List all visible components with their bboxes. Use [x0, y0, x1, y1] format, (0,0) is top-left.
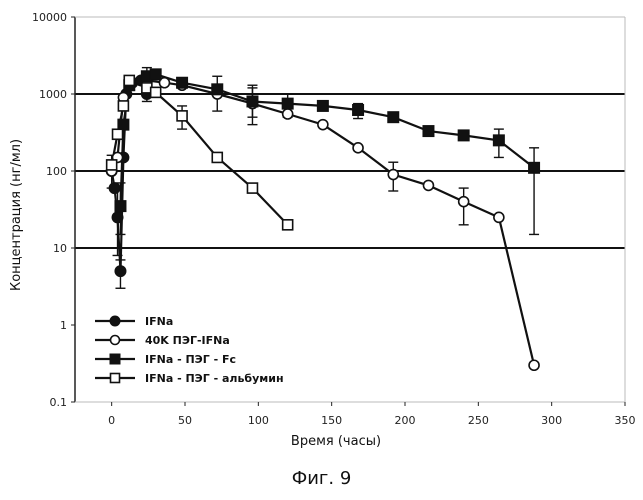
data-point — [423, 180, 433, 190]
legend-label: IFNa - ПЭГ - альбумин — [145, 372, 284, 385]
x-axis-ticks: 0 50 100 150 200 250 300 350 — [108, 402, 635, 427]
data-point — [212, 84, 223, 95]
data-point — [113, 129, 123, 139]
data-point — [283, 220, 293, 230]
data-point — [388, 112, 399, 123]
data-point — [458, 130, 469, 141]
gridlines — [75, 94, 625, 248]
data-point — [110, 316, 120, 326]
x-tick-label: 100 — [248, 414, 269, 427]
data-point — [212, 152, 222, 162]
data-point — [112, 212, 123, 223]
data-point — [494, 212, 504, 222]
y-tick-label: 100 — [46, 165, 67, 178]
data-point — [177, 111, 187, 121]
data-point — [151, 87, 161, 97]
data-point — [423, 126, 434, 137]
x-axis-label: Время (часы) — [291, 434, 381, 449]
data-point — [282, 98, 293, 109]
data-point — [118, 101, 128, 111]
y-tick-label: 0.1 — [50, 396, 68, 409]
data-point — [150, 69, 161, 80]
x-tick-label: 250 — [468, 414, 489, 427]
data-point — [109, 183, 120, 194]
series-lines — [112, 74, 534, 365]
data-point — [283, 109, 293, 119]
y-axis-label: Концентрация (нг/мл) — [9, 139, 24, 291]
data-point — [115, 201, 126, 212]
data-point — [177, 77, 188, 88]
legend-label: 40K ПЭГ-IFNa — [145, 334, 230, 347]
data-point — [111, 374, 120, 383]
x-tick-label: 0 — [108, 414, 115, 427]
x-tick-label: 50 — [178, 414, 192, 427]
x-tick-label: 350 — [615, 414, 636, 427]
figure-caption: Фиг. 9 — [0, 468, 643, 489]
data-point — [317, 100, 328, 111]
legend-label: IFNa — [145, 315, 173, 328]
y-tick-label: 1000 — [39, 88, 67, 101]
legend: IFNa 40K ПЭГ-IFNa IFNa - ПЭГ - Fc IFNa - ПЭ… — [95, 315, 284, 385]
data-point — [115, 266, 126, 277]
data-point — [493, 135, 504, 146]
data-point — [110, 354, 120, 364]
x-tick-label: 150 — [321, 414, 342, 427]
legend-label: IFNa - ПЭГ - Fc — [145, 353, 236, 366]
data-point — [529, 360, 539, 370]
data-point — [247, 183, 257, 193]
y-tick-label: 10000 — [32, 11, 67, 24]
data-point — [318, 120, 328, 130]
data-point — [107, 160, 117, 170]
data-point — [124, 75, 134, 85]
y-tick-label: 10 — [53, 242, 67, 255]
y-axis-ticks: 0.1 1 10 100 1000 10000 — [32, 11, 75, 409]
x-tick-label: 200 — [395, 414, 416, 427]
chart: 0.1 1 10 100 1000 10000 0 50 100 150 200 250 300 350… — [0, 0, 643, 470]
x-tick-label: 300 — [541, 414, 562, 427]
data-point — [353, 143, 363, 153]
data-point — [247, 96, 258, 107]
data-point — [111, 336, 120, 345]
data-point — [353, 104, 364, 115]
y-tick-label: 1 — [60, 319, 67, 332]
data-point — [459, 197, 469, 207]
data-point — [529, 162, 540, 173]
data-point — [388, 170, 398, 180]
